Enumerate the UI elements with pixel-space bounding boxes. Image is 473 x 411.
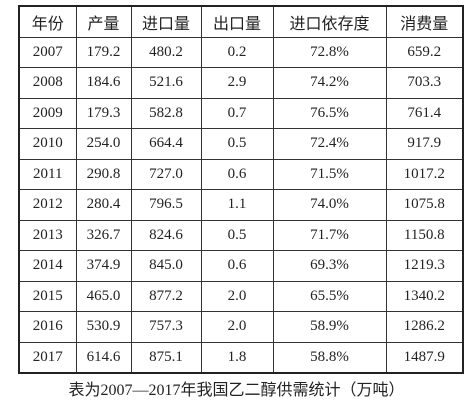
table-row: 2007 179.2 480.2 0.2 72.8% 659.2 — [18, 36, 464, 68]
table-cell: 69.3% — [272, 250, 387, 282]
table-cell: 1017.2 — [385, 158, 464, 190]
table-cell: 1286.2 — [385, 311, 464, 343]
table-cell: 0.5 — [200, 128, 274, 160]
table-row: 2011 290.8 727.0 0.6 71.5% 1017.2 — [18, 158, 464, 190]
table-cell: 2.0 — [200, 311, 274, 343]
table-cell: 72.4% — [272, 128, 387, 160]
table-row: 2013 326.7 824.6 0.5 71.7% 1150.8 — [18, 219, 464, 251]
table-cell: 703.3 — [385, 67, 464, 99]
table-cell: 280.4 — [75, 189, 132, 221]
table-row: 2014 374.9 845.0 0.6 69.3% 1219.3 — [18, 250, 464, 282]
header-row: 年份 产量 进口量 出口量 进口依存度 消费量 — [18, 5, 464, 38]
table-cell: 2017 — [18, 341, 77, 374]
table-cell: 2016 — [18, 311, 77, 343]
table-cell: 58.9% — [272, 311, 387, 343]
table-cell: 254.0 — [75, 128, 132, 160]
table-cell: 58.8% — [272, 341, 387, 374]
header-cell: 出口量 — [200, 5, 274, 38]
table-cell: 480.2 — [130, 36, 202, 68]
table-cell: 2008 — [18, 67, 77, 99]
table-row: 2008 184.6 521.6 2.9 74.2% 703.3 — [18, 67, 464, 99]
table-cell: 71.5% — [272, 158, 387, 190]
table-cell: 76.5% — [272, 97, 387, 129]
table-cell: 614.6 — [75, 341, 132, 374]
table-cell: 1487.9 — [385, 341, 464, 374]
table-cell: 530.9 — [75, 311, 132, 343]
table-cell: 179.3 — [75, 97, 132, 129]
table-row: 2010 254.0 664.4 0.5 72.4% 917.9 — [18, 128, 464, 160]
header-cell: 消费量 — [385, 5, 464, 38]
table-cell: 2.9 — [200, 67, 274, 99]
table-cell: 877.2 — [130, 280, 202, 312]
table-cell: 757.3 — [130, 311, 202, 343]
table-cell: 2013 — [18, 219, 77, 251]
table-cell: 74.0% — [272, 189, 387, 221]
table-cell: 0.2 — [200, 36, 274, 68]
table-row: 2012 280.4 796.5 1.1 74.0% 1075.8 — [18, 189, 464, 221]
table-cell: 326.7 — [75, 219, 132, 251]
table-row: 2015 465.0 877.2 2.0 65.5% 1340.2 — [18, 280, 464, 312]
table-cell: 796.5 — [130, 189, 202, 221]
table-cell: 0.6 — [200, 250, 274, 282]
caption: 表为2007—2017年我国乙二醇供需统计（万吨） — [68, 382, 405, 399]
table-cell: 582.8 — [130, 97, 202, 129]
header-cell: 产量 — [75, 5, 132, 38]
table-row: 2009 179.3 582.8 0.7 76.5% 761.4 — [18, 97, 464, 129]
table-row: 2016 530.9 757.3 2.0 58.9% 1286.2 — [18, 311, 464, 343]
table-cell: 2007 — [18, 36, 77, 68]
table-row: 2017 614.6 875.1 1.8 58.8% 1487.9 — [18, 341, 464, 374]
table-cell: 2.0 — [200, 280, 274, 312]
table-cell: 72.8% — [272, 36, 387, 68]
table-cell: 761.4 — [385, 97, 464, 129]
table-cell: 1340.2 — [385, 280, 464, 312]
table-cell: 74.2% — [272, 67, 387, 99]
table-cell: 824.6 — [130, 219, 202, 251]
header-cell: 进口量 — [130, 5, 202, 38]
table-cell: 917.9 — [385, 128, 464, 160]
table-cell: 2014 — [18, 250, 77, 282]
table-cell: 184.6 — [75, 67, 132, 99]
table-cell: 2010 — [18, 128, 77, 160]
table-cell: 2015 — [18, 280, 77, 312]
table-cell: 2011 — [18, 158, 77, 190]
table-cell: 875.1 — [130, 341, 202, 374]
table-cell: 659.2 — [385, 36, 464, 68]
table-cell: 290.8 — [75, 158, 132, 190]
table-cell: 1219.3 — [385, 250, 464, 282]
table-cell: 0.6 — [200, 158, 274, 190]
header-cell: 年份 — [18, 5, 77, 38]
table-cell: 1075.8 — [385, 189, 464, 221]
table-cell: 0.7 — [200, 97, 274, 129]
data-table: 年份 产量 进口量 出口量 进口依存度 消费量 2007 179.2 480.2 0.2 72.8… — [18, 5, 464, 374]
table-cell: 521.6 — [130, 67, 202, 99]
table-cell: 465.0 — [75, 280, 132, 312]
table-cell: 374.9 — [75, 250, 132, 282]
table-cell: 65.5% — [272, 280, 387, 312]
table-cell: 2012 — [18, 189, 77, 221]
table-cell: 71.7% — [272, 219, 387, 251]
table-body: 2007 179.2 480.2 0.2 72.8% 659.2 2008 184.6 521.… — [18, 36, 464, 374]
header-cell: 进口依存度 — [272, 5, 387, 38]
table-cell: 0.5 — [200, 219, 274, 251]
table-cell: 664.4 — [130, 128, 202, 160]
table-cell: 727.0 — [130, 158, 202, 190]
table-cell: 2009 — [18, 97, 77, 129]
table-cell: 845.0 — [130, 250, 202, 282]
table-cell: 1.1 — [200, 189, 274, 221]
table-cell: 179.2 — [75, 36, 132, 68]
table-cell: 1.8 — [200, 341, 274, 374]
table-cell: 1150.8 — [385, 219, 464, 251]
